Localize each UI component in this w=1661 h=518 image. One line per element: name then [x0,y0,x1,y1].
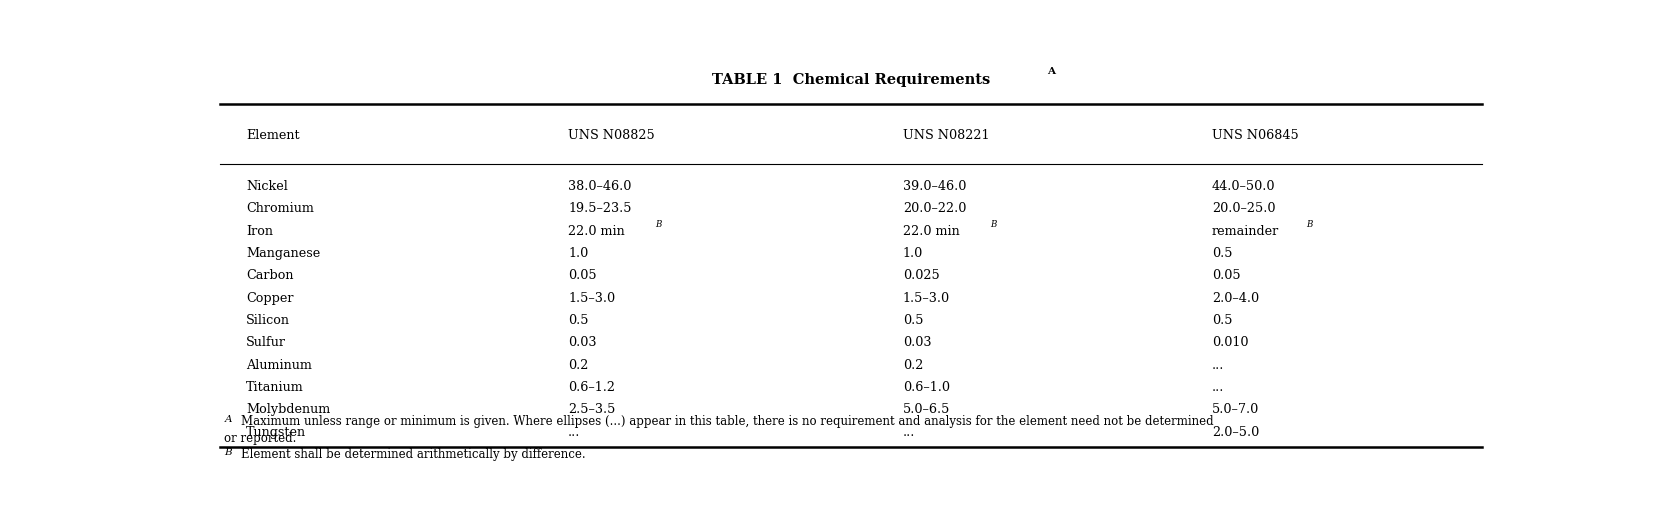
Text: 39.0–46.0: 39.0–46.0 [904,180,967,193]
Text: 1.0: 1.0 [568,247,588,260]
Text: or reported.: or reported. [224,432,297,445]
Text: B: B [656,220,663,228]
Text: Carbon: Carbon [246,269,294,282]
Text: 0.010: 0.010 [1213,337,1247,350]
Text: ...: ... [568,426,580,439]
Text: 1.5–3.0: 1.5–3.0 [568,292,615,305]
Text: 1.5–3.0: 1.5–3.0 [904,292,950,305]
Text: Silicon: Silicon [246,314,291,327]
Text: 0.03: 0.03 [568,337,596,350]
Text: 22.0 min: 22.0 min [904,225,960,238]
Text: Molybdenum: Molybdenum [246,404,331,416]
Text: B: B [224,448,233,457]
Text: 5.0–7.0: 5.0–7.0 [1213,404,1259,416]
Text: ...: ... [1213,381,1224,394]
Text: ...: ... [904,426,915,439]
Text: TABLE 1  Chemical Requirements: TABLE 1 Chemical Requirements [713,73,990,87]
Text: 0.05: 0.05 [1213,269,1241,282]
Text: Titanium: Titanium [246,381,304,394]
Text: 1.0: 1.0 [904,247,924,260]
Text: Manganese: Manganese [246,247,321,260]
Text: 2.5–3.5: 2.5–3.5 [568,404,616,416]
Text: 2.0–5.0: 2.0–5.0 [1213,426,1259,439]
Text: UNS N06845: UNS N06845 [1213,130,1299,142]
Text: 0.03: 0.03 [904,337,932,350]
Text: Element: Element [246,130,301,142]
Text: Copper: Copper [246,292,294,305]
Text: 44.0–50.0: 44.0–50.0 [1213,180,1276,193]
Text: Iron: Iron [246,225,274,238]
Text: A: A [224,415,233,424]
Text: B: B [1306,220,1312,228]
Text: UNS N08825: UNS N08825 [568,130,654,142]
Text: 0.5: 0.5 [1213,247,1232,260]
Text: 0.025: 0.025 [904,269,940,282]
Text: remainder: remainder [1213,225,1279,238]
Text: 5.0–6.5: 5.0–6.5 [904,404,950,416]
Text: 20.0–25.0: 20.0–25.0 [1213,203,1276,215]
Text: Element shall be determined arithmetically by difference.: Element shall be determined arithmetical… [241,448,586,461]
Text: 2.0–4.0: 2.0–4.0 [1213,292,1259,305]
Text: 0.05: 0.05 [568,269,596,282]
Text: UNS N08221: UNS N08221 [904,130,990,142]
Text: Tungsten: Tungsten [246,426,306,439]
Text: 0.5: 0.5 [1213,314,1232,327]
Text: B: B [990,220,997,228]
Text: 0.5: 0.5 [904,314,924,327]
Text: 0.6–1.0: 0.6–1.0 [904,381,950,394]
Text: A: A [1046,67,1055,76]
Text: Maximum unless range or minimum is given. Where ellipses (...) appear in this ta: Maximum unless range or minimum is given… [241,415,1214,428]
Text: 0.2: 0.2 [904,359,924,372]
Text: Chromium: Chromium [246,203,314,215]
Text: 20.0–22.0: 20.0–22.0 [904,203,967,215]
Text: Sulfur: Sulfur [246,337,286,350]
Text: Nickel: Nickel [246,180,287,193]
Text: 0.2: 0.2 [568,359,588,372]
Text: 0.6–1.2: 0.6–1.2 [568,381,615,394]
Text: Aluminum: Aluminum [246,359,312,372]
Text: ...: ... [1213,359,1224,372]
Text: 38.0–46.0: 38.0–46.0 [568,180,631,193]
Text: 22.0 min: 22.0 min [568,225,625,238]
Text: 19.5–23.5: 19.5–23.5 [568,203,631,215]
Text: 0.5: 0.5 [568,314,588,327]
